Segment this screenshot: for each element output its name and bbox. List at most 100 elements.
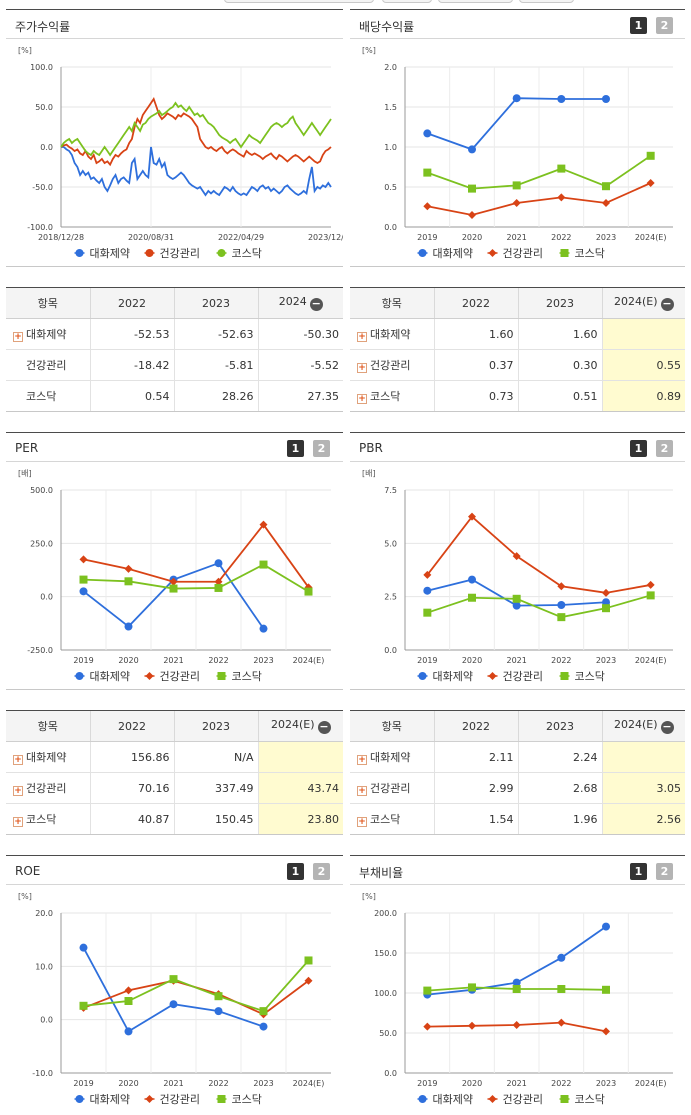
top-control-4[interactable] — [519, 0, 574, 3]
view-2-button[interactable]: 2 — [656, 863, 673, 880]
table-row: + 대화제약 1.60 1.60 — [350, 318, 685, 350]
view-1-button[interactable]: 1 — [630, 440, 647, 457]
y-tick-label: 500.0 — [30, 486, 53, 495]
col-header-item: 항목 — [6, 287, 90, 319]
top-control-3[interactable] — [438, 0, 513, 3]
value-cell: 2.68 — [517, 772, 602, 804]
row-label-cell[interactable]: + 건강관리 — [350, 772, 434, 804]
table-row: + 대화제약 2.11 2.24 — [350, 741, 685, 773]
data-point — [418, 672, 427, 680]
data-point — [557, 193, 566, 202]
minus-icon[interactable]: − — [660, 297, 674, 311]
value-cell: 156.86 — [89, 741, 174, 773]
row-label-cell[interactable]: + 대화제약 — [6, 318, 90, 350]
x-tick-label: 2019 — [417, 656, 437, 665]
value-cell: N/A — [173, 741, 258, 773]
legend-label: 대화제약 — [90, 1092, 130, 1106]
minus-icon[interactable]: − — [660, 720, 674, 734]
row-label: 대화제약 — [370, 328, 411, 341]
y-tick-label: 50.0 — [35, 103, 53, 112]
value-cell: 337.49 — [173, 772, 258, 804]
value-cell: 1.60 — [433, 318, 518, 350]
axis-unit-label: [배] — [18, 469, 32, 478]
data-point — [468, 211, 476, 219]
data-point — [423, 168, 432, 177]
panel-bottom-border — [6, 689, 343, 690]
plus-icon[interactable]: + — [13, 332, 23, 342]
top-control-2[interactable] — [382, 0, 432, 3]
row-label: 건강관리 — [26, 782, 67, 795]
series-line — [426, 515, 651, 594]
data-point — [169, 975, 178, 984]
view-2-button[interactable]: 2 — [656, 440, 673, 457]
value-cell: 0.54 — [89, 380, 174, 412]
y-tick-label: 0.0 — [384, 223, 397, 232]
legend-item: 코스닥 — [559, 247, 605, 260]
data-point — [304, 956, 313, 965]
data-point — [557, 164, 566, 173]
y-tick-label: 0.0 — [384, 646, 397, 655]
legend-item: 건강관리 — [144, 1093, 200, 1106]
view-2-button[interactable]: 2 — [313, 440, 330, 457]
data-point — [512, 94, 521, 103]
panel-header: 주가수익률 — [6, 9, 343, 39]
view-1-button[interactable]: 1 — [287, 440, 304, 457]
x-tick-label: 2023/12/28 — [308, 233, 343, 242]
series-line — [82, 947, 264, 1033]
y-tick-label: 7.5 — [384, 486, 397, 495]
y-tick-label: 1.5 — [384, 103, 397, 112]
row-label-cell[interactable]: + 코스닥 — [350, 803, 434, 835]
per-panel: PER 1 2 [배] 500.0 250.0 0.0 -250.0 2019 2020 20… — [6, 432, 343, 690]
row-label-cell[interactable]: + 코스닥 — [350, 380, 434, 412]
row-label-cell[interactable]: + 대화제약 — [350, 741, 434, 773]
data-point — [468, 145, 476, 154]
estimate-cell — [257, 741, 343, 773]
row-label-cell[interactable]: + 건강관리 — [6, 772, 90, 804]
data-point — [512, 985, 521, 993]
data-point — [259, 1022, 268, 1031]
table-row: + 건강관리 0.37 0.30 0.55 — [350, 349, 685, 381]
data-point — [418, 249, 427, 257]
plus-icon[interactable]: + — [357, 786, 367, 796]
plus-icon[interactable]: + — [357, 817, 367, 827]
row-label-cell[interactable]: + 대화제약 — [350, 318, 434, 350]
row-label-cell[interactable]: + 건강관리 — [350, 349, 434, 381]
plus-icon[interactable]: + — [13, 755, 23, 765]
view-1-button[interactable]: 1 — [287, 863, 304, 880]
data-point — [512, 552, 521, 561]
row-label-cell: 건강관리 — [6, 349, 90, 381]
plus-icon[interactable]: + — [357, 755, 367, 765]
col-header-2024e: 2024(E) − — [601, 287, 685, 319]
view-2-button[interactable]: 2 — [313, 863, 330, 880]
data-point — [468, 575, 476, 584]
y-tick-label: 0.5 — [384, 183, 397, 192]
plus-icon[interactable]: + — [13, 817, 23, 827]
data-point — [124, 577, 133, 586]
minus-icon[interactable]: − — [309, 297, 323, 311]
top-control-1[interactable] — [224, 0, 374, 3]
plus-icon[interactable]: + — [357, 394, 367, 404]
minus-icon[interactable]: − — [317, 720, 331, 734]
data-point — [512, 181, 521, 190]
dividend-yield-panel: 배당수익률 1 2 [%] 2.0 1.5 1.0 0.5 0.0 2019 2020 2021… — [350, 9, 685, 267]
y-tick-label: 50.0 — [379, 1029, 397, 1038]
plus-icon[interactable]: + — [357, 332, 367, 342]
y-tick-label: -50.0 — [32, 183, 53, 192]
row-label-cell[interactable]: + 코스닥 — [6, 803, 90, 835]
view-2-button[interactable]: 2 — [656, 17, 673, 34]
plus-icon[interactable]: + — [357, 363, 367, 373]
value-cell: 2.99 — [433, 772, 518, 804]
data-point — [217, 1095, 226, 1103]
data-point — [560, 249, 569, 257]
x-tick-label: 2022 — [551, 1079, 571, 1088]
plus-icon[interactable]: + — [13, 786, 23, 796]
stock-return-table: 항목 2022 2023 2024− + 대화제약 -52.53 -52.63 -… — [6, 287, 343, 412]
row-label: 대화제약 — [26, 328, 67, 341]
data-point — [560, 672, 569, 680]
x-tick-label: 2019 — [73, 656, 93, 665]
data-point — [423, 202, 432, 211]
row-label-cell[interactable]: + 대화제약 — [6, 741, 90, 773]
view-1-button[interactable]: 1 — [630, 863, 647, 880]
data-point — [124, 986, 133, 995]
view-1-button[interactable]: 1 — [630, 17, 647, 34]
